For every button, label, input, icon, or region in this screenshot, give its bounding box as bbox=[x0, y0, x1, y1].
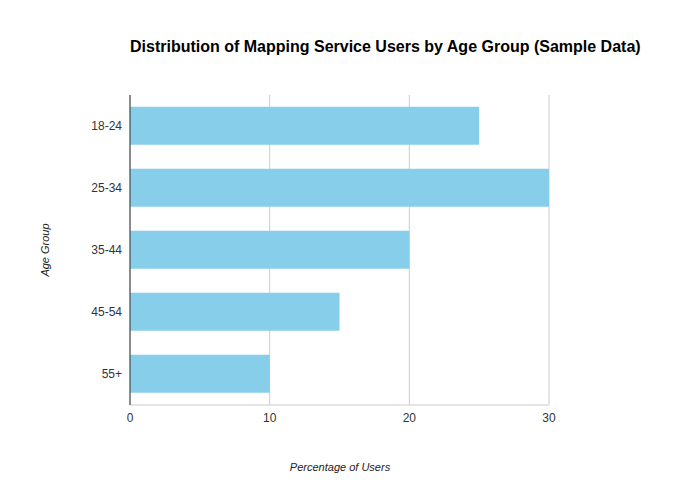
svg-text:45-54: 45-54 bbox=[91, 305, 122, 319]
svg-text:30: 30 bbox=[542, 411, 556, 425]
svg-text:0: 0 bbox=[127, 411, 134, 425]
svg-text:10: 10 bbox=[263, 411, 277, 425]
html-text:Distribution of Mapping Servic: Distribution of Mapping Service Users by… bbox=[130, 38, 641, 55]
html-text:Percentage of Users: Percentage of Users bbox=[289, 461, 391, 473]
svg-text:18-24: 18-24 bbox=[91, 119, 122, 133]
svg-text:25-34: 25-34 bbox=[91, 181, 122, 195]
svg-text:55+: 55+ bbox=[102, 367, 122, 381]
svg-text:35-44: 35-44 bbox=[91, 243, 122, 257]
html-text:Age Group: Age Group bbox=[39, 223, 51, 277]
svg-text:20: 20 bbox=[403, 411, 417, 425]
